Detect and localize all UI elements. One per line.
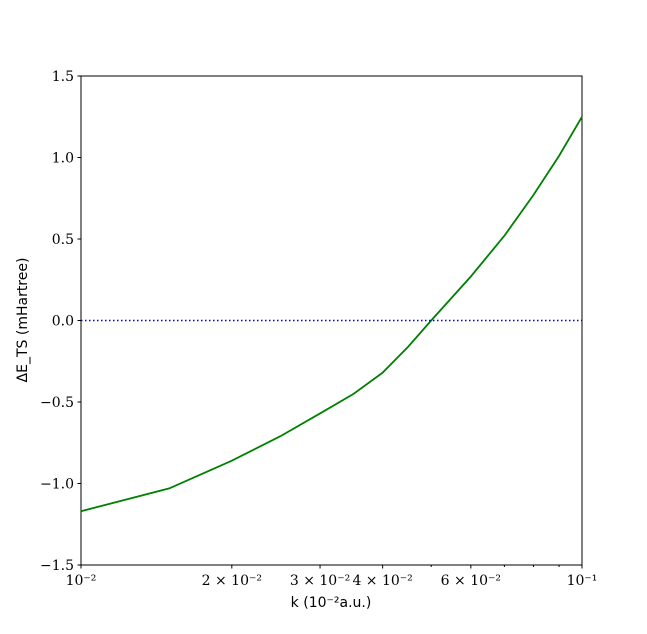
y-tick-label: 1.0 — [52, 151, 74, 167]
x-tick-label: 3 × 10⁻² — [290, 573, 350, 589]
y-tick-label: 1.5 — [52, 69, 74, 85]
x-tick-label: 6 × 10⁻² — [441, 573, 501, 589]
y-tick-label: −1.0 — [40, 477, 74, 493]
y-axis-label: ΔE_TS (mHartree) — [15, 258, 31, 383]
y-tick-label: −1.5 — [40, 558, 74, 574]
y-tick-label: 0.0 — [52, 314, 74, 330]
x-tick-label: 10⁻¹ — [567, 573, 598, 589]
x-tick-label: 4 × 10⁻² — [352, 573, 412, 589]
series-line — [80, 116, 583, 513]
y-tick-label: −0.5 — [40, 395, 74, 411]
y-tick-label: 0.5 — [52, 232, 74, 248]
x-axis-label: k (10⁻²a.u.) — [291, 595, 372, 611]
x-tick-label: 10⁻² — [66, 573, 97, 589]
x-tick-label: 2 × 10⁻² — [202, 573, 262, 589]
